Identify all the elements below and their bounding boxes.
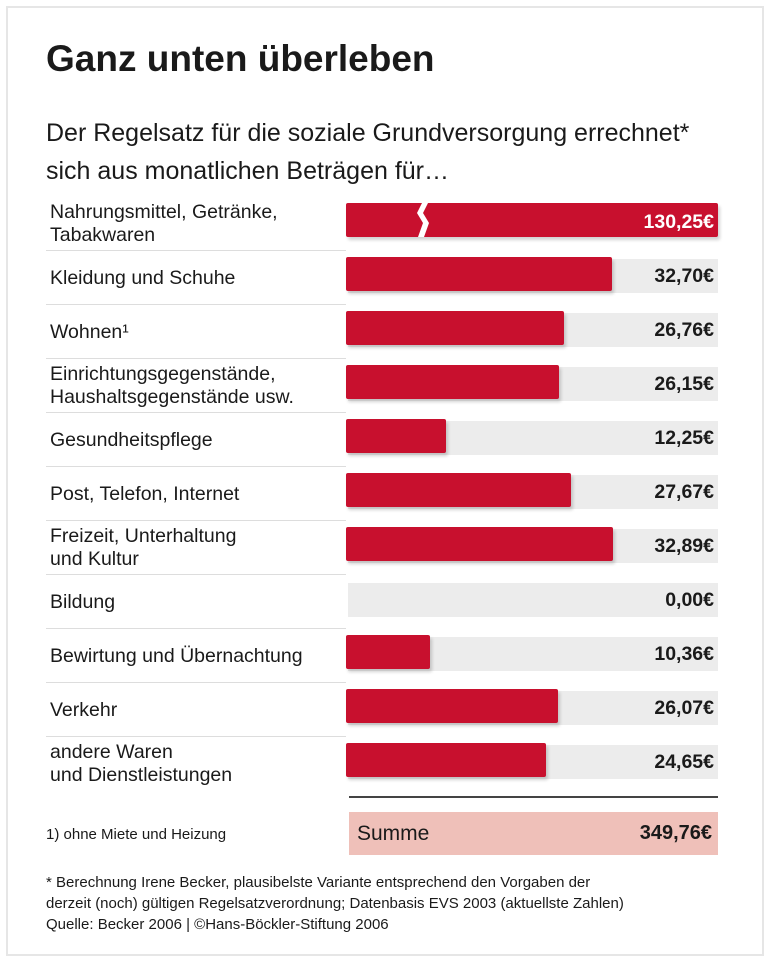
- row-separator: [46, 304, 346, 305]
- category-label: Post, Telefon, Internet: [50, 482, 240, 505]
- value-label: 10,36€: [654, 643, 714, 665]
- bar-row: Bewirtung und Übernachtung 10,36€: [46, 629, 718, 683]
- category-label: Wohnen¹: [50, 320, 129, 343]
- row-separator: [46, 574, 346, 575]
- value-label: 26,15€: [654, 373, 714, 395]
- bar: [346, 203, 718, 237]
- bar: [346, 365, 559, 399]
- category-label: Verkehr: [50, 698, 118, 721]
- total-box: Summe 349,76€: [349, 812, 718, 855]
- bar-row: Post, Telefon, Internet 27,67€: [46, 467, 718, 521]
- category-label: Gesundheitspflege: [50, 428, 213, 451]
- row-separator: [46, 682, 346, 683]
- row-separator: [46, 466, 346, 467]
- bar-row: Einrichtungsgegenstände, Haushaltsgegens…: [46, 359, 718, 413]
- bar: [346, 311, 564, 345]
- row-separator: [46, 628, 346, 629]
- category-label: Bildung: [50, 590, 116, 613]
- bar: [346, 635, 431, 669]
- bar-row: Gesundheitspflege 12,25€: [46, 413, 718, 467]
- category-label: Freizeit, Unterhaltung und Kultur: [50, 525, 237, 570]
- value-label: 24,65€: [654, 751, 714, 773]
- value-label: 27,67€: [654, 481, 714, 503]
- bar-row: Nahrungsmittel, Getränke, Tabakwaren 130,…: [46, 197, 718, 251]
- bar: [346, 743, 547, 777]
- value-label: 130,25€: [643, 211, 715, 233]
- total-value: 349,76€: [639, 822, 712, 844]
- bar-row: Kleidung und Schuhe 32,70€: [46, 251, 718, 305]
- category-label: andere Waren und Dienstleistungen: [50, 741, 233, 786]
- value-label: 26,76€: [654, 319, 714, 341]
- category-label: Bewirtung und Übernachtung: [50, 644, 303, 667]
- bar-row: Wohnen¹ 26,76€: [46, 305, 718, 359]
- bar-row: Verkehr 26,07€: [46, 683, 718, 737]
- row-separator: [46, 250, 346, 251]
- value-label: 26,07€: [654, 697, 714, 719]
- bar: [346, 689, 558, 723]
- value-label: 32,89€: [654, 535, 714, 557]
- bar: [346, 419, 446, 453]
- chart-subtitle: Der Regelsatz für die soziale Grundverso…: [46, 119, 690, 185]
- row-separator: [46, 736, 346, 737]
- bar: [346, 257, 612, 291]
- bar: [346, 473, 571, 507]
- bar-row: andere Waren und Dienstleistungen 24,65€: [46, 737, 718, 791]
- category-label: Einrichtungsgegenstände, Haushaltsgegens…: [50, 363, 294, 408]
- footnote-wohnen: 1) ohne Miete und Heizung: [46, 826, 227, 843]
- total-divider: [349, 796, 718, 798]
- axis-break-icon: [417, 203, 429, 237]
- row-separator: [46, 412, 346, 413]
- row-separator: [46, 520, 346, 521]
- bar: [346, 527, 614, 561]
- category-label: Nahrungsmittel, Getränke, Tabakwaren: [50, 201, 278, 246]
- value-label: 32,70€: [654, 265, 714, 287]
- bar-row: Freizeit, Unterhaltung und Kultur 32,89€: [46, 521, 718, 575]
- bar-row: Bildung 0,00€: [46, 575, 718, 629]
- row-separator: [46, 358, 346, 359]
- source-note: * Berechnung Irene Becker, plausibelste …: [46, 874, 624, 933]
- value-label: 0,00€: [665, 589, 714, 611]
- chart-title: Ganz unten überleben: [46, 38, 435, 79]
- bar-track: [348, 583, 718, 617]
- value-label: 12,25€: [654, 427, 714, 449]
- total-label: Summe: [357, 822, 430, 845]
- category-label: Kleidung und Schuhe: [50, 266, 236, 289]
